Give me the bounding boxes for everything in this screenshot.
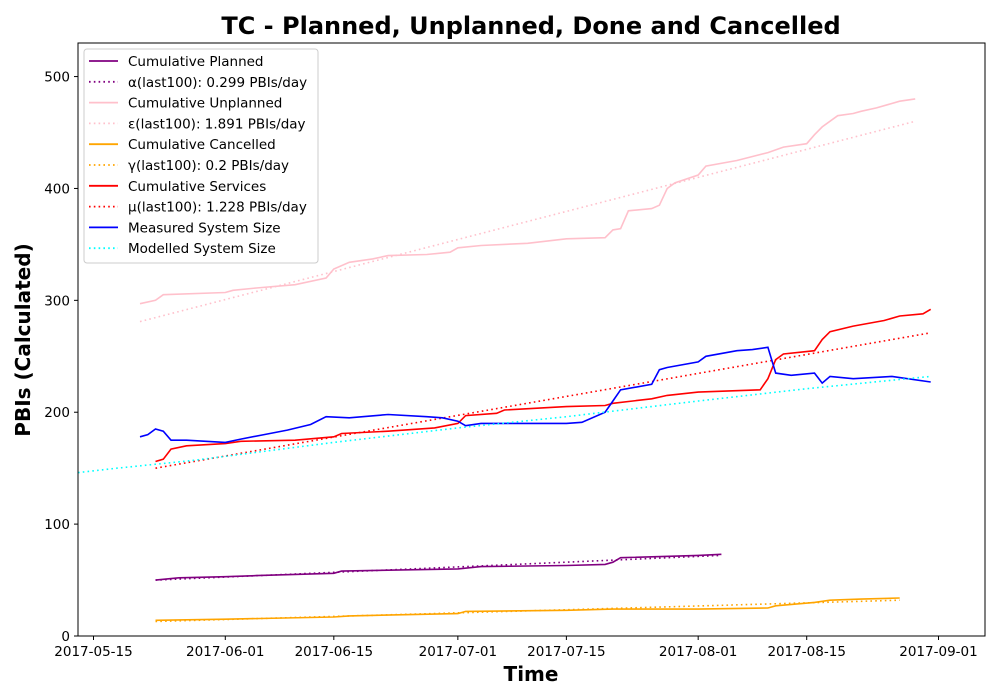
y-tick-label: 0	[61, 629, 70, 645]
legend-label-9: Measured System Size	[128, 220, 281, 236]
y-tick-label: 200	[44, 405, 70, 421]
series-line-1	[155, 553, 722, 581]
series-layer	[77, 98, 932, 623]
x-tick-label: 2017-06-01	[186, 644, 264, 660]
legend-box	[83, 48, 319, 264]
y-tick-label: 100	[44, 517, 70, 533]
x-tick-label: 2017-08-15	[767, 644, 845, 660]
legend-label-4: ε(last100): 1.891 PBIs/day	[128, 116, 306, 132]
y-axis-label: PBIs (Calculated)	[11, 243, 35, 436]
series-line-9	[139, 346, 931, 444]
series-line-4	[139, 120, 916, 323]
legend-label-8: μ(last100): 1.228 PBIs/day	[128, 200, 307, 216]
x-axis-label: Time	[504, 662, 559, 686]
series-line-10	[77, 375, 931, 474]
plot-frame	[77, 42, 986, 637]
ticks-layer: 2017-05-15 2017-06-01 2017-06-15 2017-07-01…	[44, 70, 978, 660]
x-tick-label: 2017-07-01	[419, 644, 497, 660]
legend-label-6: γ(last100): 0.2 PBIs/day	[128, 158, 289, 174]
chart-title: TC - Planned, Unplanned, Done and Cancel…	[221, 12, 840, 40]
series-line-6	[155, 599, 900, 623]
y-tick-label: 300	[44, 293, 70, 309]
y-tick-label: 500	[44, 70, 70, 86]
legend: Cumulative Planned α(last100): 0.299 PBIs…	[83, 48, 319, 264]
series-line-7	[155, 308, 932, 463]
series-line-8	[155, 332, 931, 469]
legend-label-2: α(last100): 0.299 PBIs/day	[128, 75, 307, 91]
x-tick-label: 2017-07-15	[527, 644, 605, 660]
legend-label-3: Cumulative Unplanned	[128, 96, 282, 112]
series-line-2	[155, 554, 722, 581]
legend-label-1: Cumulative Planned	[128, 54, 264, 70]
x-tick-label: 2017-06-15	[295, 644, 373, 660]
y-tick-label: 400	[44, 181, 70, 197]
legend-label-5: Cumulative Cancelled	[128, 137, 276, 153]
x-tick-label: 2017-05-15	[54, 644, 132, 660]
legend-label-7: Cumulative Services	[128, 179, 266, 195]
x-tick-label: 2017-09-01	[899, 644, 977, 660]
legend-label-10: Modelled System Size	[128, 241, 276, 257]
x-tick-label: 2017-08-01	[659, 644, 737, 660]
series-line-3	[139, 98, 916, 305]
